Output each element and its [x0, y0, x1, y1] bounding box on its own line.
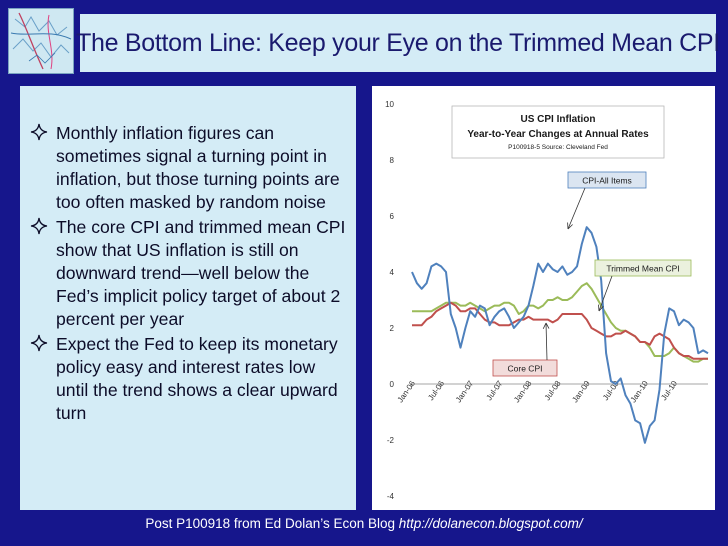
x-tick-label: Jan-09 [570, 379, 592, 405]
bullet-panel: Monthly inflation figures can sometimes … [20, 86, 356, 510]
footer: Post P100918 from Ed Dolan’s Econ Blog h… [0, 516, 728, 531]
blog-url-link[interactable]: http://dolanecon.blogspot.com/ [398, 516, 583, 531]
chart-source: P100918-5 Source: Cleveland Fed [508, 144, 608, 151]
y-tick-label: 2 [390, 324, 395, 333]
diamond-star-icon [30, 122, 56, 146]
callout-trimmed: Trimmed Mean CPI [594, 259, 692, 312]
x-tick-label: Jul-07 [485, 379, 505, 402]
chart-panel: 10 8 6 4 2 0 -2 -4 Jan-06 Jul-06 Jan-07 Jul-07 Jan-… [372, 86, 715, 510]
y-tick-label: -4 [387, 492, 395, 501]
callout-core: Core CPI [492, 322, 558, 377]
y-tick-label: 10 [385, 100, 394, 109]
bullet-text: Expect the Fed to keep its monetary poli… [56, 334, 338, 423]
title-bar: The Bottom Line: Keep your Eye on the Tr… [76, 14, 720, 72]
y-tick-label: 8 [390, 156, 395, 165]
series-line-core [412, 301, 708, 360]
y-tick-label: 6 [390, 212, 395, 221]
x-tick-label: Jul-10 [659, 379, 679, 402]
callout-trimmed-label: Trimmed Mean CPI [606, 264, 679, 274]
chart-subtitle: Year-to-Year Changes at Annual Rates [467, 129, 649, 140]
x-axis: Jan-06 Jul-06 Jan-07 Jul-07 Jan-08 Jul-08 Jan-… [396, 379, 680, 405]
callout-cpi-all-arrow [567, 187, 586, 230]
x-tick-label: Jan-06 [396, 379, 418, 405]
bullet-text: Monthly inflation figures can sometimes … [56, 123, 340, 212]
logo-graphic [9, 9, 73, 73]
callout-core-label: Core CPI [508, 364, 543, 374]
y-tick-label: -2 [387, 436, 395, 445]
series-layer [411, 226, 709, 444]
footer-text: Post P100918 from Ed Dolan’s Econ Blog [145, 516, 399, 531]
series-line-cpi-all [411, 226, 709, 444]
logo [8, 8, 74, 74]
callout-cpi-all-label: CPI-All Items [582, 176, 632, 186]
y-tick-label: 4 [390, 268, 395, 277]
series-line-trimmed [412, 282, 708, 363]
chart-title-box: US CPI Inflation Year-to-Year Changes at… [451, 105, 665, 159]
callout-core-arrow [545, 322, 548, 361]
callout-cpi-all: CPI-All Items [567, 171, 647, 230]
y-tick-label: 0 [390, 380, 395, 389]
x-tick-label: Jan-07 [454, 379, 476, 405]
bullet-item: Expect the Fed to keep its monetary poli… [30, 333, 348, 425]
callout-trimmed-arrow [598, 275, 613, 312]
bullet-item: The core CPI and trimmed mean CPI show t… [30, 216, 348, 331]
chart-title: US CPI Inflation [521, 114, 596, 125]
bullet-item: Monthly inflation figures can sometimes … [30, 122, 348, 214]
x-tick-label: Jan-10 [629, 379, 651, 405]
x-tick-label: Jul-06 [426, 379, 446, 402]
diamond-star-icon [30, 333, 56, 357]
y-axis: 10 8 6 4 2 0 -2 -4 [385, 100, 394, 501]
x-tick-label: Jul-08 [543, 379, 563, 402]
slide-title: The Bottom Line: Keep your Eye on the Tr… [76, 28, 720, 57]
diamond-star-icon [30, 216, 56, 240]
bullet-text: The core CPI and trimmed mean CPI show t… [56, 217, 346, 329]
x-tick-label: Jan-08 [512, 379, 534, 405]
